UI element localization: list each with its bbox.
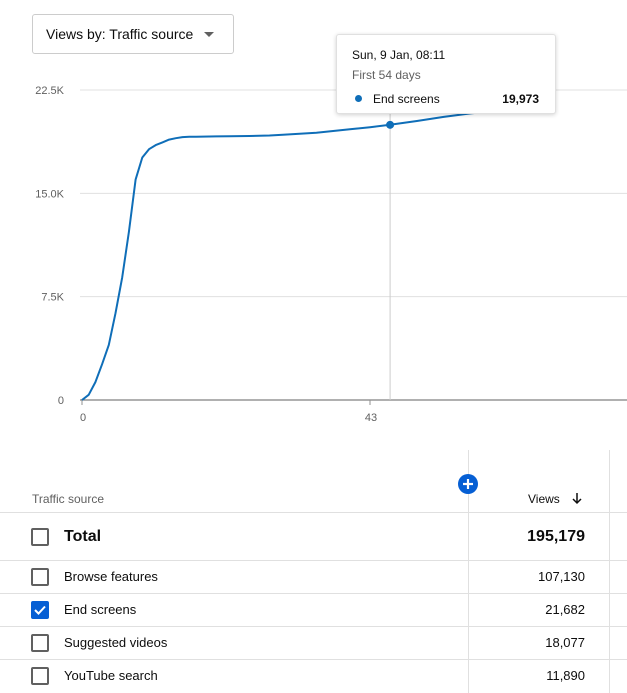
- row-value: 195,179: [527, 528, 585, 545]
- highlight-point: [386, 120, 395, 129]
- row-checkbox[interactable]: [31, 528, 49, 546]
- table-row: Suggested videos 18,077: [0, 627, 627, 660]
- row-checkbox[interactable]: [31, 634, 49, 652]
- header-views[interactable]: Views: [528, 492, 560, 506]
- row-label: Browse features: [64, 569, 158, 584]
- chart-tooltip: Sun, 9 Jan, 08:11 First 54 days End scre…: [336, 34, 556, 114]
- row-label: YouTube search: [64, 668, 158, 683]
- tooltip-series-name: End screens: [373, 92, 440, 106]
- row-divider: [0, 659, 627, 660]
- y-tick-label: 7.5K: [41, 292, 64, 304]
- row-value: 107,130: [538, 569, 585, 584]
- table-row: Browse features 107,130: [0, 561, 627, 594]
- row-checkbox[interactable]: [31, 568, 49, 586]
- tooltip-series-value: 19,973: [502, 92, 539, 106]
- y-tick-label: 15.0K: [35, 188, 64, 200]
- header-traffic-source[interactable]: Traffic source: [32, 492, 105, 506]
- row-checkbox[interactable]: [31, 601, 49, 619]
- traffic-source-table: Traffic source Views Total 195,179 Brows…: [0, 450, 627, 693]
- header-divider: [0, 512, 627, 513]
- row-divider: [0, 560, 627, 561]
- check-icon: [34, 605, 46, 615]
- row-label: Suggested videos: [64, 635, 168, 650]
- x-tick-label: 0: [80, 412, 86, 424]
- traffic-source-dropdown[interactable]: Views by: Traffic source: [32, 14, 234, 54]
- dropdown-arrow-icon: [204, 32, 214, 37]
- column-divider: [609, 450, 610, 693]
- dropdown-label: Views by: Traffic source: [46, 26, 194, 42]
- x-tick-label: 43: [365, 412, 377, 424]
- row-value: 11,890: [546, 668, 585, 683]
- series-dot-icon: [355, 95, 362, 102]
- table-row-total: Total 195,179: [0, 513, 627, 561]
- tooltip-subtitle: First 54 days: [352, 68, 421, 82]
- add-circle-icon: [463, 479, 473, 489]
- table-row: YouTube search 11,890: [0, 660, 627, 693]
- row-divider: [0, 626, 627, 627]
- row-value: 18,077: [545, 635, 585, 650]
- y-tick-label: 22.5K: [35, 85, 64, 97]
- add-metric-button[interactable]: [458, 474, 478, 494]
- row-value: 21,682: [545, 602, 585, 617]
- row-label: Total: [64, 528, 102, 545]
- row-divider: [0, 593, 627, 594]
- row-checkbox[interactable]: [31, 667, 49, 685]
- column-divider: [468, 450, 469, 693]
- tooltip-date: Sun, 9 Jan, 08:11: [352, 48, 446, 62]
- series-line-end-screens: [81, 108, 525, 401]
- y-tick-label: 0: [58, 395, 64, 407]
- arrow-down-icon[interactable]: [570, 491, 584, 505]
- table-row: End screens 21,682: [0, 594, 627, 627]
- row-label: End screens: [64, 602, 137, 617]
